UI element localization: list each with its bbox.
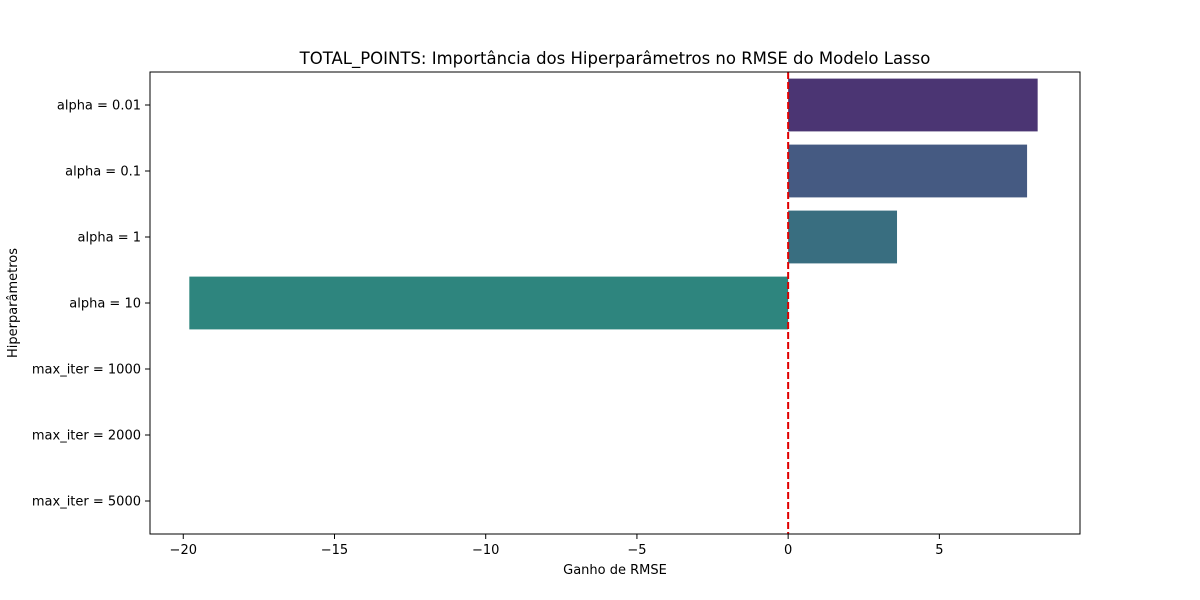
y-axis-label: Hiperparâmetros [6,248,21,358]
bar-2 [788,210,898,264]
y-tick-label: max_iter = 2000 [32,429,141,444]
bar-0 [788,78,1038,132]
x-tick-label: −20 [170,543,197,558]
x-tick-label: 0 [784,543,792,558]
bar-3 [189,276,789,330]
y-tick-label: max_iter = 1000 [32,363,141,378]
x-tick-label: −15 [321,543,348,558]
x-tick-label: −5 [627,543,646,558]
y-tick-label: alpha = 10 [69,297,141,312]
chart-title: TOTAL_POINTS: Importância dos Hiperparâm… [299,49,931,69]
bars-group [189,78,1038,330]
bar-1 [788,144,1028,198]
y-tick-label: max_iter = 5000 [32,495,141,510]
y-axis-ticks: alpha = 0.01 alpha = 0.1 alpha = 1 alpha = … [32,99,150,510]
y-tick-label: alpha = 0.1 [65,165,141,180]
x-axis-ticks: −20 −15 −10 −5 0 5 [170,534,944,558]
y-tick-label: alpha = 0.01 [57,99,141,114]
x-axis-label: Ganho de RMSE [563,563,667,578]
x-tick-label: −10 [472,543,499,558]
x-tick-label: 5 [935,543,943,558]
y-tick-label: alpha = 1 [78,231,141,246]
